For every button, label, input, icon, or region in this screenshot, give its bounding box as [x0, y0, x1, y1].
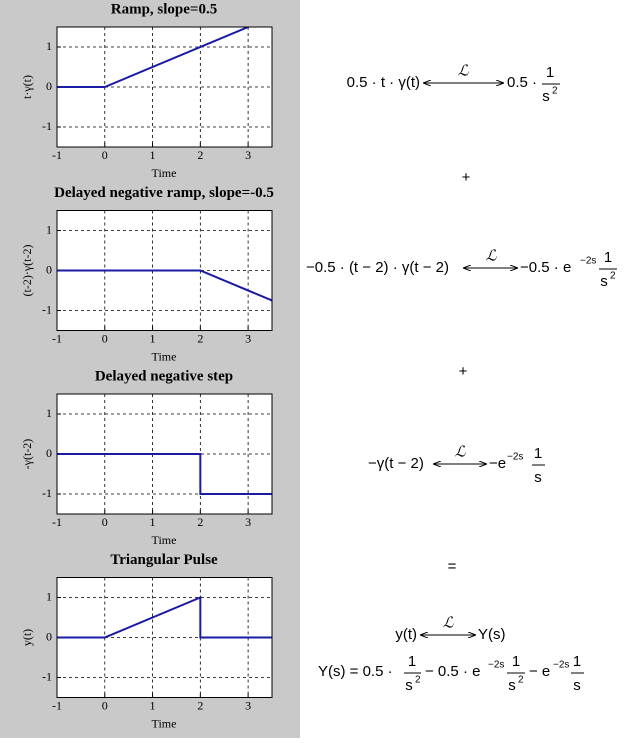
exp: −2s — [488, 660, 504, 671]
exp: −2s — [507, 452, 523, 463]
chart-title: Triangular Pulse — [110, 552, 218, 568]
y-tick-label: 1 — [46, 406, 52, 420]
x-tick-label: 1 — [150, 698, 156, 712]
x-tick-label: -1 — [52, 331, 62, 345]
y-tick-label: -1 — [42, 669, 52, 683]
y-axis-label: -γ(t-2) — [20, 439, 34, 470]
data-line — [57, 453, 272, 495]
x-tick-label: 3 — [245, 698, 251, 712]
laplace: ℒ — [458, 63, 470, 79]
eq-rhs: −0.5 · e — [520, 259, 571, 276]
laplace: ℒ — [486, 248, 498, 264]
data-line — [57, 595, 272, 639]
y-tick-label: 0 — [46, 262, 52, 276]
x-tick-label: 3 — [245, 515, 251, 529]
y-axis-label: y(t) — [20, 629, 34, 646]
equals: = — [448, 558, 457, 575]
den: s — [573, 677, 581, 694]
plot-frame — [56, 26, 273, 148]
plus: + — [459, 363, 468, 380]
y-tick-label: -1 — [42, 302, 52, 316]
x-axis-label: Time — [152, 349, 177, 363]
x-tick-label: 2 — [197, 331, 203, 345]
laplace: ℒ — [443, 615, 455, 631]
exp: −2s — [580, 256, 596, 267]
chart-title: Ramp, slope=0.5 — [111, 1, 217, 17]
data-line — [57, 269, 272, 302]
x-tick-label: 0 — [102, 148, 108, 162]
data-line — [57, 27, 251, 88]
chart-title: Delayed negative ramp, slope=-0.5 — [54, 185, 274, 201]
x-axis-label: Time — [152, 533, 177, 547]
y-tick-label: 1 — [46, 39, 52, 53]
plot-frame — [56, 393, 273, 515]
exp: 2 — [415, 675, 421, 686]
plot-frame — [56, 577, 273, 698]
eq-lhs: 0.5 · t · γ(t) — [347, 74, 420, 91]
eq-rhs: 0.5 · — [507, 74, 537, 91]
eq-lhs: y(t) — [395, 626, 417, 643]
num: 1 — [546, 64, 554, 81]
x-tick-label: 2 — [197, 698, 203, 712]
exp: 2 — [610, 271, 616, 282]
num: 1 — [573, 653, 581, 670]
eq-part: Y(s) = 0.5 · — [318, 663, 393, 680]
x-axis-label: Time — [152, 716, 177, 730]
x-tick-label: 0 — [102, 698, 108, 712]
eq-lhs: −0.5 · (t − 2) · γ(t − 2) — [306, 259, 449, 276]
y-axis-label: (t-2)·γ(t-2) — [20, 245, 34, 297]
y-tick-label: 0 — [46, 629, 52, 643]
x-tick-label: 3 — [245, 331, 251, 345]
eq-rhs: Y(s) — [478, 626, 506, 643]
x-tick-label: -1 — [52, 515, 62, 529]
eq-part: − e — [529, 663, 550, 680]
laplace: ℒ — [455, 444, 467, 460]
y-tick-label: -1 — [42, 119, 52, 133]
eq-rhs: −e — [489, 455, 506, 472]
exp: 2 — [518, 675, 524, 686]
x-tick-label: 1 — [150, 515, 156, 529]
den: s — [534, 469, 542, 486]
x-axis-label: Time — [152, 166, 177, 180]
x-tick-label: 1 — [150, 331, 156, 345]
y-tick-label: 1 — [46, 222, 52, 236]
den: s — [542, 88, 550, 105]
plot-frame — [56, 210, 273, 331]
y-tick-label: 0 — [46, 79, 52, 93]
plus: + — [462, 169, 471, 186]
x-tick-label: 3 — [245, 148, 251, 162]
eq-lhs: −γ(t − 2) — [368, 455, 424, 472]
chart-title: Delayed negative step — [95, 368, 233, 384]
den: s — [600, 273, 608, 290]
y-tick-label: 1 — [46, 589, 52, 603]
x-tick-label: -1 — [52, 698, 62, 712]
x-tick-label: 0 — [102, 515, 108, 529]
exp: 2 — [552, 86, 558, 97]
x-tick-label: 0 — [102, 331, 108, 345]
x-tick-label: -1 — [52, 148, 62, 162]
x-tick-label: 2 — [197, 148, 203, 162]
y-tick-label: 0 — [46, 446, 52, 460]
y-tick-label: -1 — [42, 486, 52, 500]
exp: −2s — [553, 660, 569, 671]
eq-part: − 0.5 · e — [425, 663, 480, 680]
num: 1 — [512, 653, 520, 670]
num: 1 — [534, 445, 542, 462]
num: 1 — [604, 249, 612, 266]
x-tick-label: 1 — [150, 148, 156, 162]
x-tick-label: 2 — [197, 515, 203, 529]
den: s — [405, 677, 413, 694]
num: 1 — [408, 653, 416, 670]
y-axis-label: t·γ(t) — [20, 75, 34, 99]
den: s — [508, 677, 516, 694]
